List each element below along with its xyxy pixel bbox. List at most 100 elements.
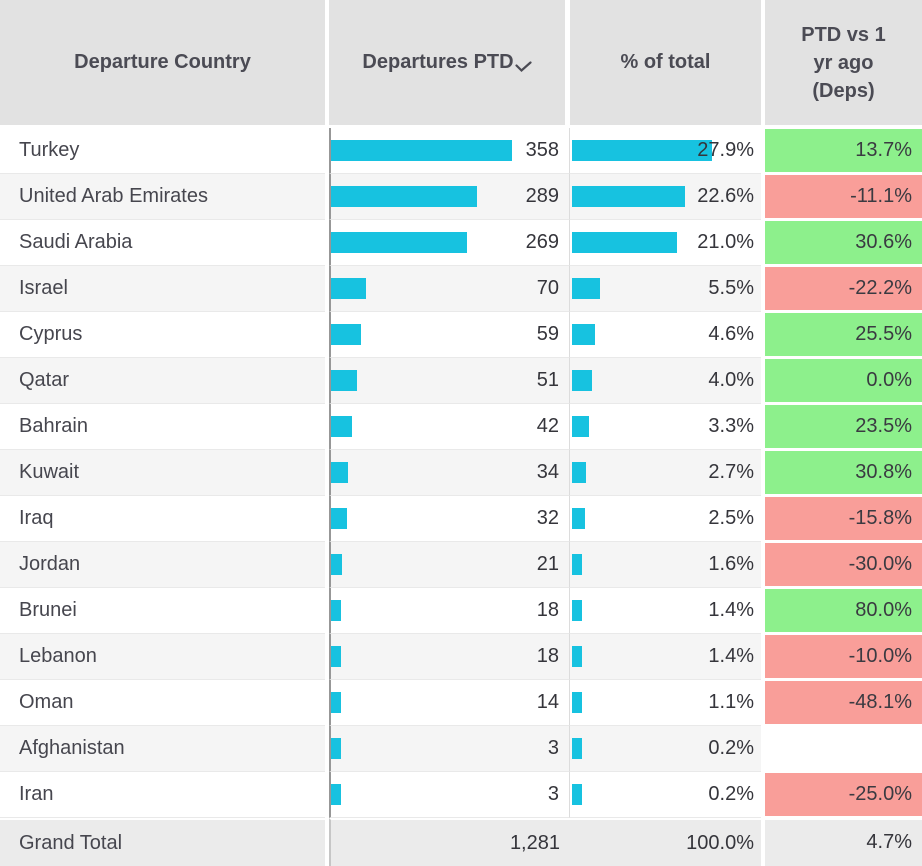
departures-bar[interactable] xyxy=(331,784,341,805)
pct-of-total-cell[interactable]: 0.2% xyxy=(570,772,761,818)
departures-cell[interactable]: 14 xyxy=(329,680,570,726)
departures-cell[interactable]: 32 xyxy=(329,496,570,542)
pct-of-total-bar[interactable] xyxy=(572,232,677,253)
pct-of-total-bar[interactable] xyxy=(572,784,582,805)
pct-of-total-cell[interactable]: 1.6% xyxy=(570,542,761,588)
country-cell[interactable]: Iran xyxy=(0,772,325,818)
vs-1yr-cell[interactable]: -10.0% xyxy=(765,634,922,680)
pct-of-total-cell[interactable]: 1.4% xyxy=(570,588,761,634)
departures-bar[interactable] xyxy=(331,416,352,437)
vs-1yr-cell[interactable]: 80.0% xyxy=(765,588,922,634)
vs-1yr-cell[interactable]: 0.0% xyxy=(765,358,922,404)
col-header-departures-ptd[interactable]: Departures PTD xyxy=(329,0,570,125)
pct-of-total-bar[interactable] xyxy=(572,186,685,207)
vs-1yr-cell[interactable]: -15.8% xyxy=(765,496,922,542)
pct-of-total-cell[interactable]: 5.5% xyxy=(570,266,761,312)
departures-bar[interactable] xyxy=(331,692,341,713)
pct-of-total-bar[interactable] xyxy=(572,508,585,529)
pct-of-total-cell[interactable]: 21.0% xyxy=(570,220,761,266)
departures-cell[interactable]: 18 xyxy=(329,634,570,680)
vs-1yr-cell[interactable]: -25.0% xyxy=(765,772,922,818)
country-cell[interactable]: Brunei xyxy=(0,588,325,634)
departures-cell[interactable]: 269 xyxy=(329,220,570,266)
country-cell[interactable]: Jordan xyxy=(0,542,325,588)
departures-bar[interactable] xyxy=(331,738,341,759)
country-cell[interactable]: Qatar xyxy=(0,358,325,404)
departures-cell[interactable]: 3 xyxy=(329,772,570,818)
pct-of-total-bar[interactable] xyxy=(572,462,586,483)
pct-of-total-cell[interactable]: 0.2% xyxy=(570,726,761,772)
pct-of-total-bar[interactable] xyxy=(572,324,595,345)
pct-of-total-bar[interactable] xyxy=(572,600,582,621)
country-cell[interactable]: United Arab Emirates xyxy=(0,174,325,220)
column-gap xyxy=(761,450,765,496)
departures-bar[interactable] xyxy=(331,324,361,345)
pct-of-total-cell[interactable]: 4.0% xyxy=(570,358,761,404)
country-cell[interactable]: Lebanon xyxy=(0,634,325,680)
departures-bar[interactable] xyxy=(331,600,341,621)
departures-cell[interactable]: 18 xyxy=(329,588,570,634)
pct-of-total-bar[interactable] xyxy=(572,140,712,161)
departures-cell[interactable]: 34 xyxy=(329,450,570,496)
vs-1yr-cell[interactable]: 30.8% xyxy=(765,450,922,496)
vs-1yr-cell[interactable]: -11.1% xyxy=(765,174,922,220)
departures-bar[interactable] xyxy=(331,140,512,161)
departures-bar[interactable] xyxy=(331,508,347,529)
departures-bar[interactable] xyxy=(331,462,348,483)
departures-bar[interactable] xyxy=(331,646,341,667)
vs-1yr-cell[interactable]: -22.2% xyxy=(765,266,922,312)
country-cell[interactable]: Cyprus xyxy=(0,312,325,358)
pct-of-total-bar[interactable] xyxy=(572,278,600,299)
pct-of-total-bar[interactable] xyxy=(572,646,582,667)
departures-bar[interactable] xyxy=(331,554,342,575)
pct-of-total-cell[interactable]: 4.6% xyxy=(570,312,761,358)
country-cell[interactable]: Oman xyxy=(0,680,325,726)
vs-1yr-cell[interactable]: 25.5% xyxy=(765,312,922,358)
table-row: Lebanon 18 1.4% -10.0% xyxy=(0,634,922,680)
departures-cell[interactable]: 42 xyxy=(329,404,570,450)
vs-1yr-cell[interactable] xyxy=(765,726,922,772)
vs-1yr-cell[interactable]: 13.7% xyxy=(765,128,922,174)
pct-of-total-cell[interactable]: 2.7% xyxy=(570,450,761,496)
country-cell[interactable]: Afghanistan xyxy=(0,726,325,772)
vs-1yr-cell[interactable]: -48.1% xyxy=(765,680,922,726)
pct-of-total-cell[interactable]: 1.1% xyxy=(570,680,761,726)
departures-bar[interactable] xyxy=(331,370,357,391)
country-cell[interactable]: Turkey xyxy=(0,128,325,174)
country-cell[interactable]: Saudi Arabia xyxy=(0,220,325,266)
departures-cell[interactable]: 70 xyxy=(329,266,570,312)
departures-cell[interactable]: 51 xyxy=(329,358,570,404)
country-cell[interactable]: Bahrain xyxy=(0,404,325,450)
vs-1yr-cell[interactable]: 23.5% xyxy=(765,404,922,450)
pct-of-total-cell[interactable]: 1.4% xyxy=(570,634,761,680)
vs-1yr-cell[interactable]: 30.6% xyxy=(765,220,922,266)
country-cell[interactable]: Iraq xyxy=(0,496,325,542)
departures-cell[interactable]: 3 xyxy=(329,726,570,772)
departures-bar[interactable] xyxy=(331,186,477,207)
sort-descending-icon[interactable] xyxy=(514,61,532,74)
departures-value: 3 xyxy=(547,783,559,805)
pct-of-total-bar[interactable] xyxy=(572,416,589,437)
pct-of-total-bar[interactable] xyxy=(572,370,592,391)
departures-cell[interactable]: 289 xyxy=(329,174,570,220)
col-header-ptd-vs-1yr-ago[interactable]: PTD vs 1 yr ago (Deps) xyxy=(765,0,922,125)
pct-of-total-bar[interactable] xyxy=(572,738,582,759)
pct-of-total-cell[interactable]: 2.5% xyxy=(570,496,761,542)
pct-of-total-cell[interactable]: 22.6% xyxy=(570,174,761,220)
departures-bar[interactable] xyxy=(331,278,366,299)
pct-of-total-bar[interactable] xyxy=(572,692,582,713)
departures-bar[interactable] xyxy=(331,232,467,253)
vs-1yr-cell[interactable]: -30.0% xyxy=(765,542,922,588)
pct-of-total-cell[interactable]: 3.3% xyxy=(570,404,761,450)
departures-cell[interactable]: 358 xyxy=(329,128,570,174)
country-cell[interactable]: Israel xyxy=(0,266,325,312)
pct-of-total-cell[interactable]: 27.9% xyxy=(570,128,761,174)
col-header-departure-country[interactable]: Departure Country xyxy=(0,0,325,125)
departures-cell[interactable]: 21 xyxy=(329,542,570,588)
column-gap xyxy=(761,588,765,634)
pct-of-total-bar[interactable] xyxy=(572,554,582,575)
table-header-row: Departure Country Departures PTD % of to… xyxy=(0,0,922,128)
col-header-pct-of-total[interactable]: % of total xyxy=(570,0,761,125)
country-cell[interactable]: Kuwait xyxy=(0,450,325,496)
departures-cell[interactable]: 59 xyxy=(329,312,570,358)
